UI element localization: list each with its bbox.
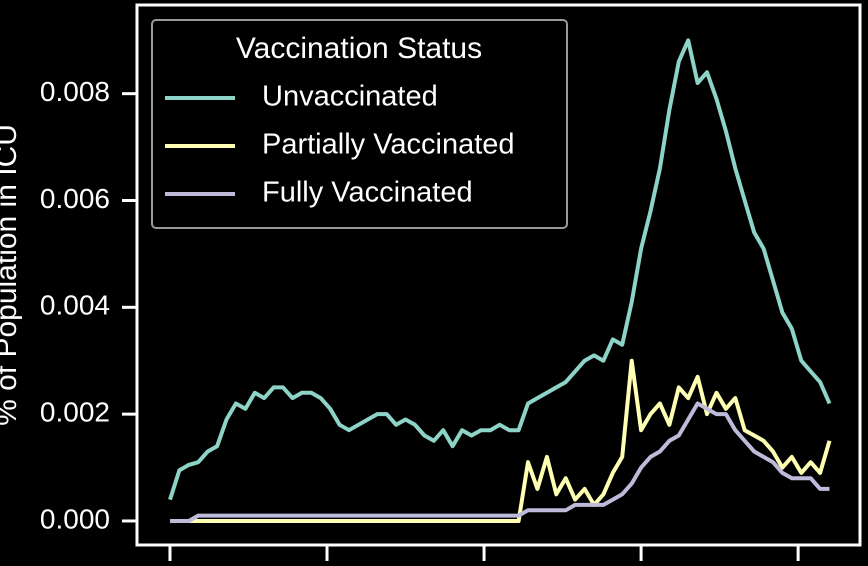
y-tick-label: 0.008 — [40, 76, 110, 107]
legend-label: Unvaccinated — [262, 81, 438, 113]
series-line — [170, 401, 830, 523]
y-tick-label: 0.004 — [40, 290, 110, 321]
legend-label: Fully Vaccinated — [262, 177, 473, 209]
legend-title: Vaccination Status — [236, 32, 482, 65]
plot-frame — [135, 3, 862, 547]
series-line — [170, 358, 832, 523]
legend-box — [151, 19, 568, 229]
legend-label: Partially Vaccinated — [262, 129, 515, 161]
y-tick-label: 0.006 — [40, 183, 110, 214]
series-line — [168, 38, 832, 501]
y-tick-label: 0.000 — [40, 503, 110, 534]
y-tick-label: 0.002 — [40, 397, 110, 428]
y-axis-label: % of Population in ICU — [0, 124, 23, 426]
